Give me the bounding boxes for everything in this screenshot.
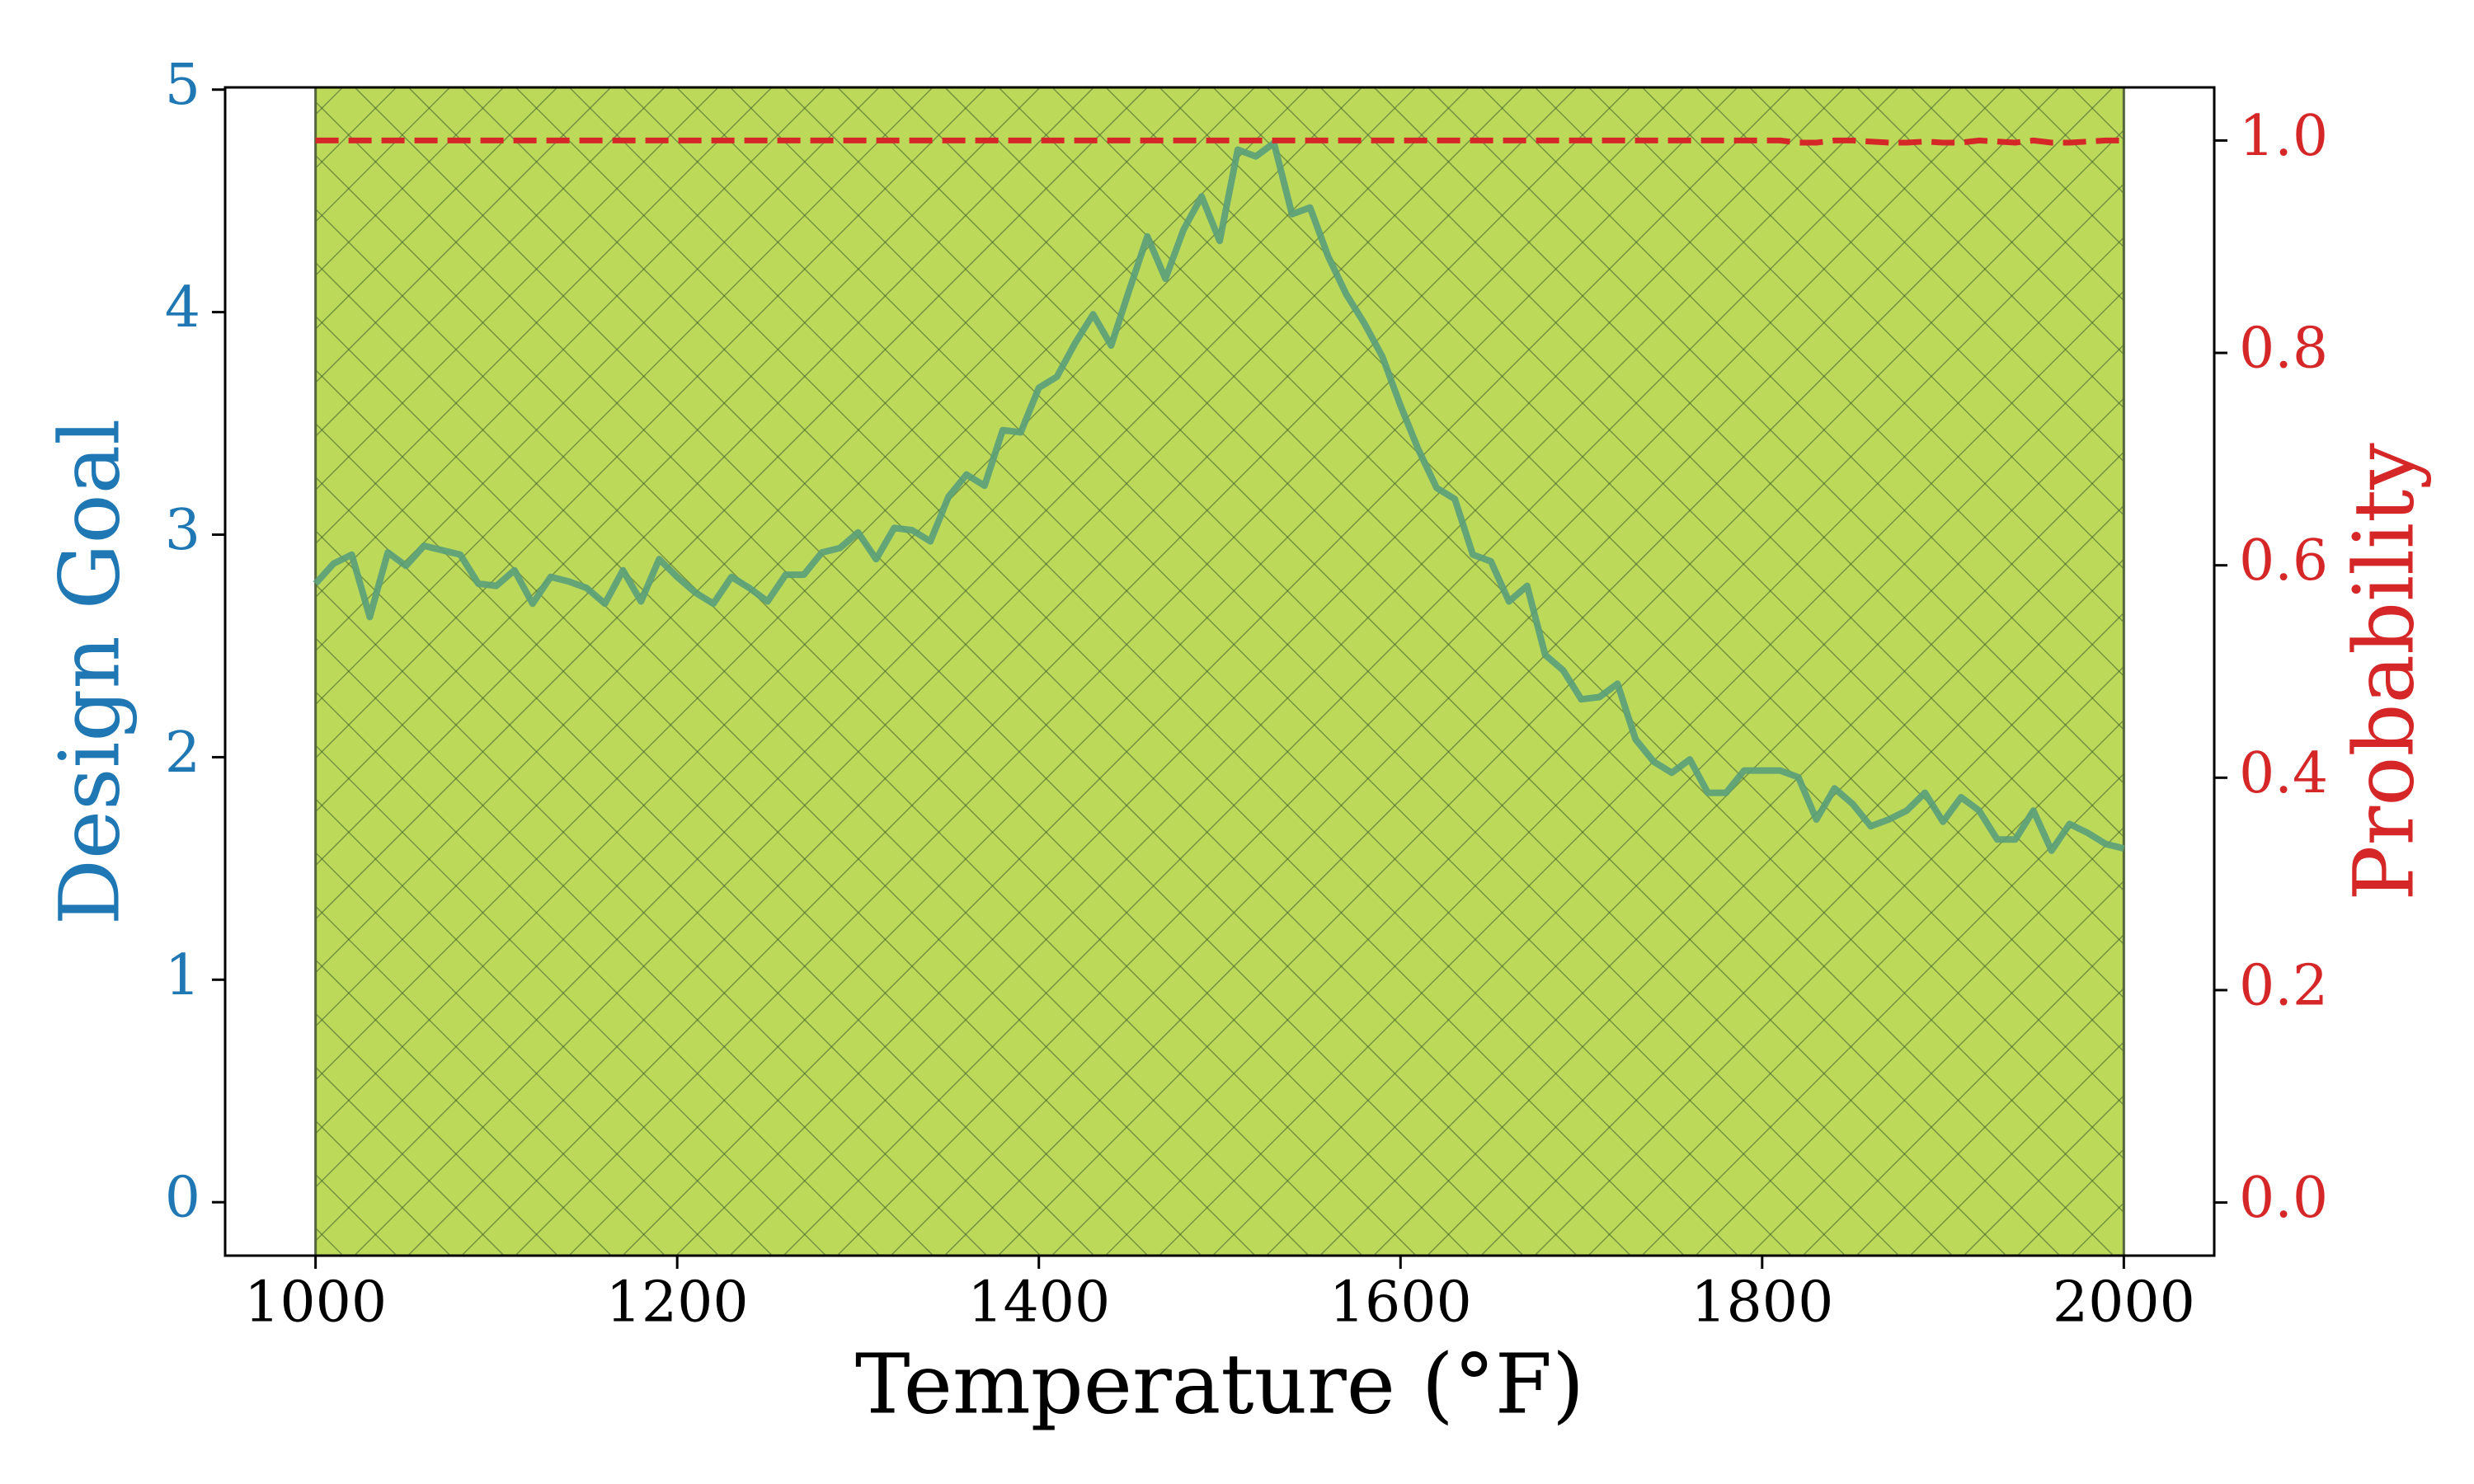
y-tick-label: 0	[165, 1166, 200, 1231]
data-line	[315, 137, 2124, 146]
y-axis-label: Design Goal	[42, 419, 139, 926]
y-tick-label: 5	[165, 53, 200, 118]
data-line	[313, 139, 2125, 854]
y-tick-label: 2	[165, 721, 200, 786]
x-tick-label: 1400	[967, 1270, 1110, 1336]
y2-tick-label: 0.0	[2239, 1166, 2328, 1231]
x-tick-label: 1600	[1329, 1270, 1472, 1336]
y2-axis-label: Probability	[2336, 443, 2433, 901]
x-axis-label: Temperature (°F)	[855, 1336, 1584, 1433]
y2-tick-label: 0.2	[2239, 953, 2328, 1018]
y-tick-label: 4	[165, 275, 200, 340]
span-hatch	[315, 87, 2124, 1256]
x-tick-label: 1800	[1691, 1270, 1833, 1336]
y2-tick-label: 0.4	[2239, 741, 2328, 806]
y-tick-label: 1	[165, 943, 200, 1008]
y2-tick-label: 0.8	[2239, 317, 2328, 382]
plot-frame	[223, 86, 2216, 1257]
y2-tick-label: 0.6	[2239, 528, 2328, 594]
x-tick-label: 1000	[244, 1270, 387, 1336]
y-tick-label: 3	[165, 498, 200, 563]
y2-tick-label: 1.0	[2239, 104, 2328, 169]
x-tick-label: 2000	[2053, 1270, 2195, 1336]
x-tick-label: 1200	[606, 1270, 749, 1336]
